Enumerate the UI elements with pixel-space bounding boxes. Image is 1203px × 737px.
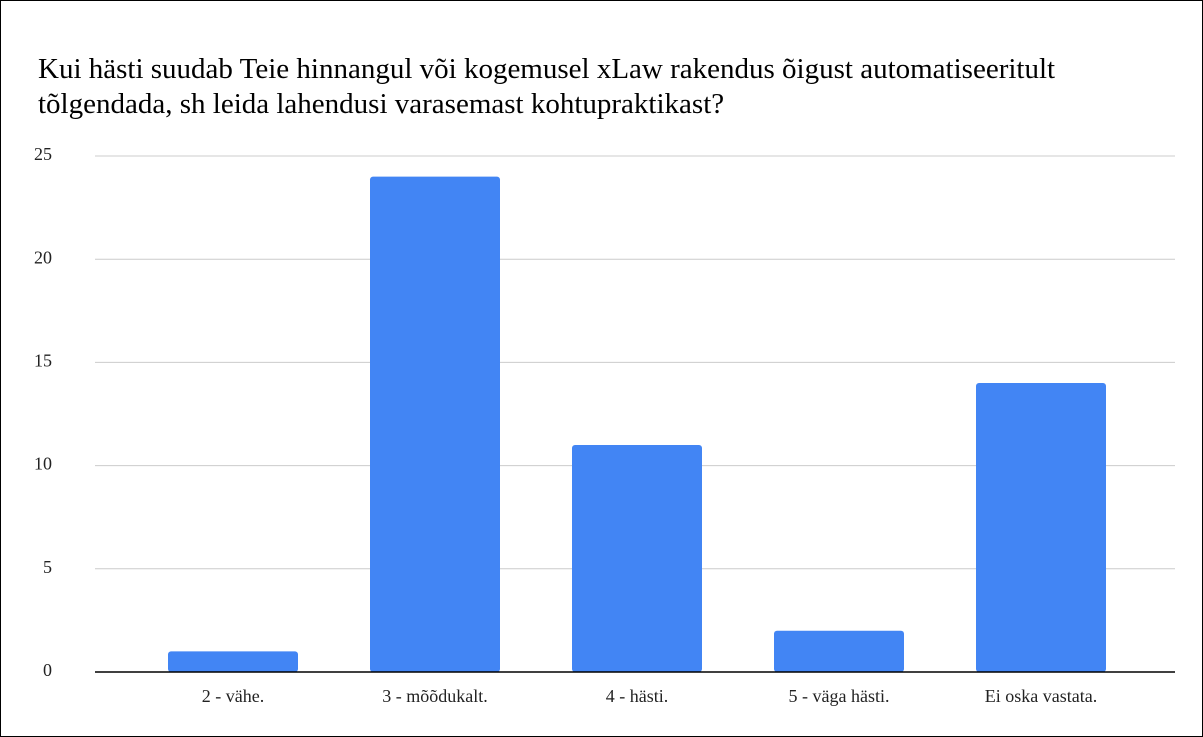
bar — [774, 630, 904, 672]
bar — [370, 176, 500, 672]
x-tick-label: 4 - hästi. — [606, 686, 669, 706]
chart-title: Kui hästi suudab Teie hinnangul või koge… — [38, 53, 1056, 120]
y-tick-label: 10 — [34, 454, 52, 474]
y-tick-label: 0 — [43, 660, 52, 680]
bar — [976, 383, 1106, 672]
y-tick-label: 15 — [34, 351, 52, 371]
x-tick-label: Ei oska vastata. — [985, 686, 1097, 706]
bar — [572, 444, 702, 672]
x-tick-label: 5 - väga hästi. — [789, 686, 890, 706]
x-tick-label: 2 - vähe. — [202, 686, 264, 706]
y-tick-label: 5 — [43, 557, 52, 577]
bar — [168, 651, 298, 672]
y-tick-label: 20 — [34, 247, 52, 267]
y-tick-label: 25 — [34, 144, 52, 164]
x-tick-label: 3 - mõõdukalt. — [382, 686, 488, 706]
